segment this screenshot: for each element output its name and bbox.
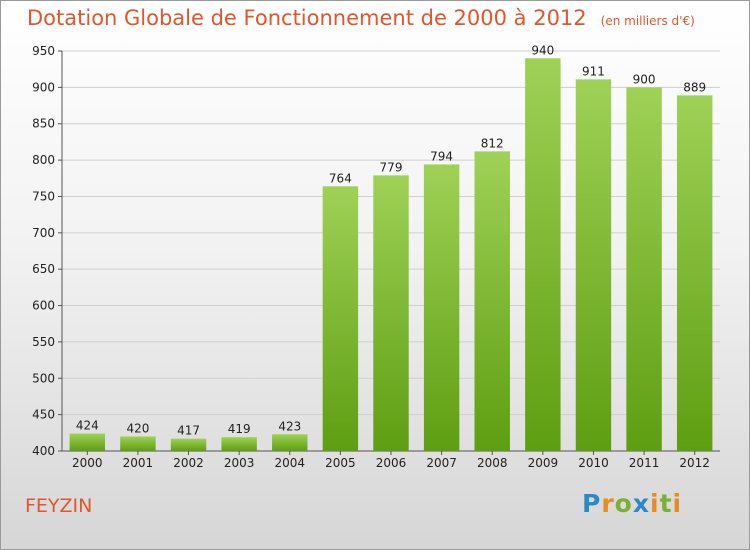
data-label: 779 xyxy=(380,160,403,174)
chart-title-text: Dotation Globale de Fonctionnement de 20… xyxy=(27,6,587,30)
chart-subtitle: (en milliers d'€) xyxy=(600,14,695,28)
labels: 400 450 500 550 600 650 700 750 800 850 900 950 2000… xyxy=(32,43,710,470)
data-label: 423 xyxy=(278,419,301,433)
bar xyxy=(525,58,561,451)
chart-title: Dotation Globale de Fonctionnement de 20… xyxy=(27,6,695,30)
y-tick-label: 700 xyxy=(32,226,55,240)
x-tick-label: 2005 xyxy=(325,456,356,470)
data-label: 940 xyxy=(531,43,554,57)
y-tick-label: 900 xyxy=(32,80,55,94)
bar xyxy=(474,151,510,451)
x-tick-label: 2008 xyxy=(477,456,508,470)
bar xyxy=(423,164,460,452)
data-label: 764 xyxy=(329,171,352,185)
x-tick-label: 2010 xyxy=(578,456,609,470)
y-tick-label: 800 xyxy=(32,153,55,167)
data-label: 424 xyxy=(76,419,99,433)
bar xyxy=(170,438,207,451)
data-label: 420 xyxy=(126,421,149,435)
x-tick-label: 2012 xyxy=(679,456,710,470)
x-tick-label: 2007 xyxy=(426,456,457,470)
data-label: 419 xyxy=(228,422,251,436)
x-tick-label: 2003 xyxy=(224,456,255,470)
commune-name: FEYZIN xyxy=(25,495,93,517)
y-tick-label: 750 xyxy=(32,189,55,203)
bars xyxy=(69,58,713,452)
x-tick-label: 2001 xyxy=(123,456,154,470)
bar xyxy=(575,79,612,451)
bar xyxy=(272,434,308,451)
x-tick-label: 2002 xyxy=(173,456,204,470)
x-tick-label: 2006 xyxy=(376,456,407,470)
y-tick-label: 500 xyxy=(32,371,55,385)
data-label: 794 xyxy=(430,149,453,163)
y-tick-label: 600 xyxy=(32,299,55,313)
bar xyxy=(69,433,106,451)
x-tick-label: 2000 xyxy=(72,456,103,470)
y-tick-label: 550 xyxy=(32,335,55,349)
bar xyxy=(322,186,359,452)
y-tick-label: 450 xyxy=(32,408,55,422)
y-tick-label: 650 xyxy=(32,262,55,276)
data-label: 417 xyxy=(177,424,200,438)
proxiti-logo: Proxiti xyxy=(582,489,683,518)
data-label: 911 xyxy=(582,64,605,78)
x-tick-label: 2009 xyxy=(528,456,559,470)
x-tick-label: 2011 xyxy=(629,456,660,470)
data-label: 900 xyxy=(633,72,656,86)
bar xyxy=(221,437,257,451)
y-tick-label: 950 xyxy=(32,44,55,58)
bar xyxy=(120,436,156,451)
data-label: 812 xyxy=(481,136,504,150)
bar xyxy=(676,95,713,451)
bar xyxy=(626,87,662,451)
bar xyxy=(373,175,409,451)
data-label: 889 xyxy=(683,80,706,94)
x-tick-label: 2004 xyxy=(274,456,305,470)
y-tick-label: 850 xyxy=(32,117,55,131)
y-tick-label: 400 xyxy=(32,444,55,458)
